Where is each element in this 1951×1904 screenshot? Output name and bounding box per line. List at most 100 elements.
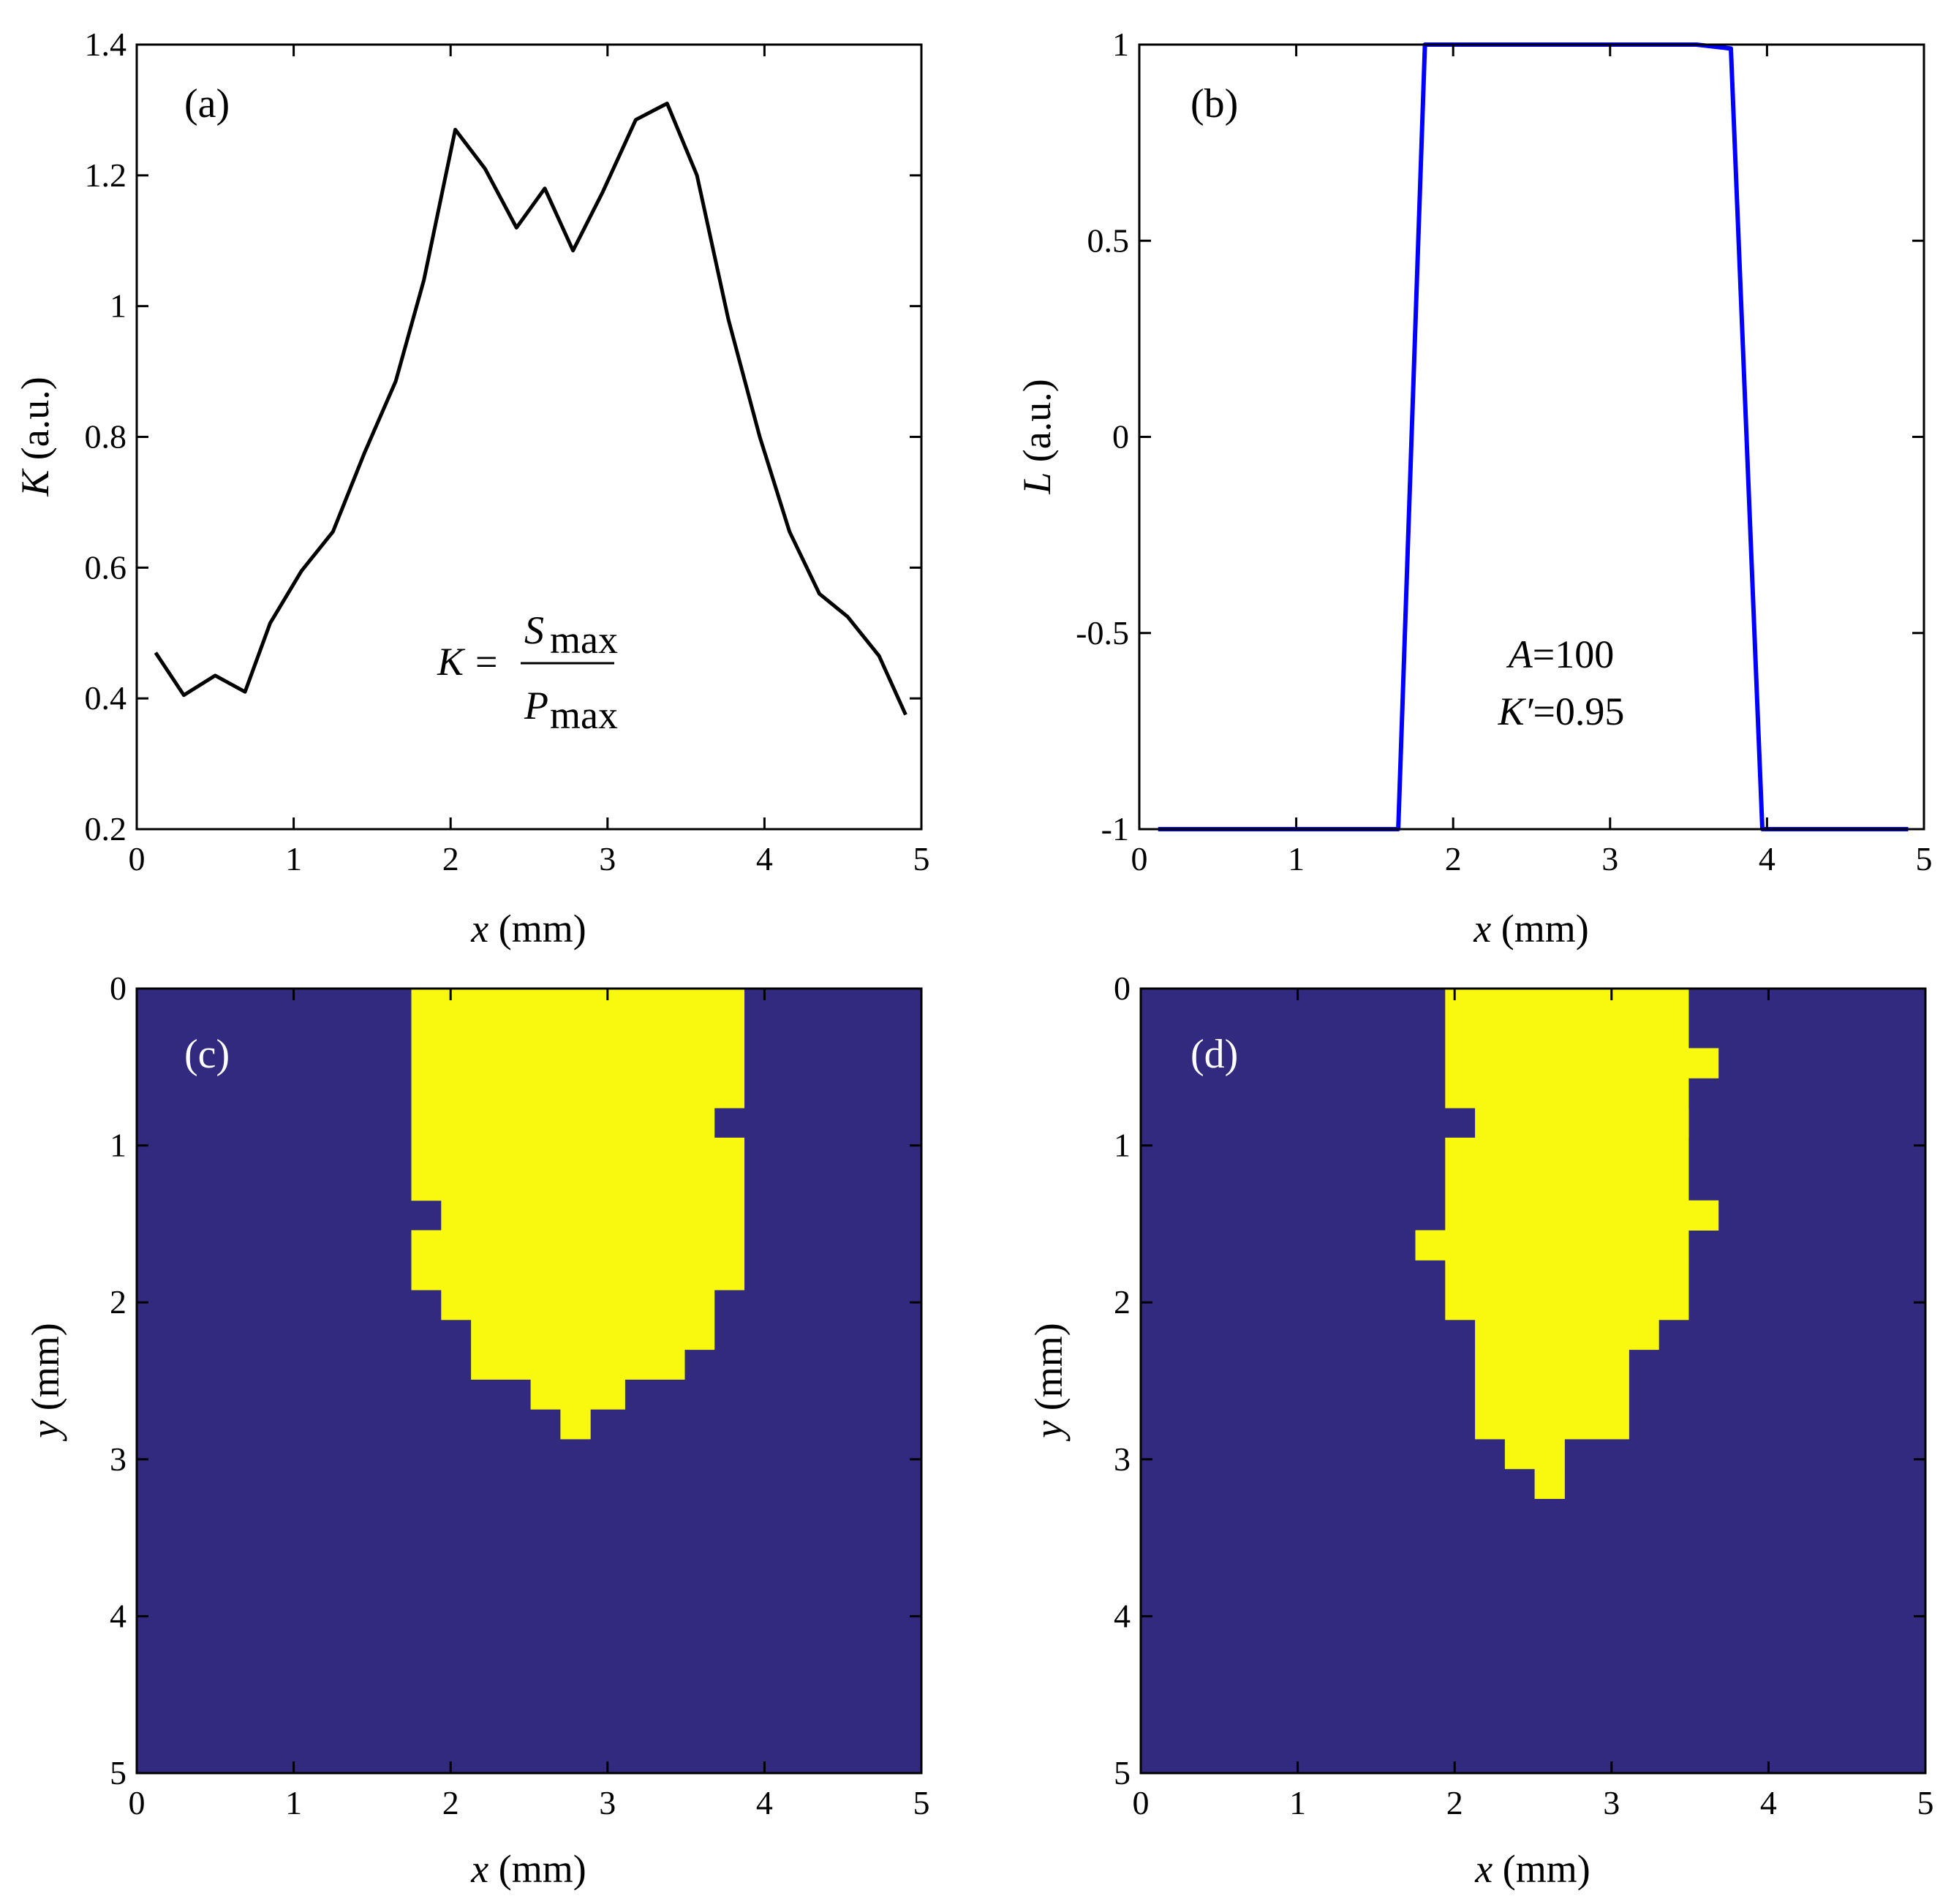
heatmap-cell-block bbox=[441, 1200, 744, 1231]
panel-a: 0 1 2 3 4 5 0.2 0.4 0.6 0.8 1 1.2 1.4 (a) K = S max … bbox=[13, 26, 930, 951]
annotation-a-line: A=100 bbox=[1506, 632, 1614, 676]
y-tick-label: 1 bbox=[1114, 1127, 1131, 1164]
formula-numerator-var: S bbox=[524, 608, 544, 652]
x-tick-label: 3 bbox=[1601, 840, 1618, 877]
panel-b-annotation: A=100 K′=0.95 bbox=[1498, 632, 1625, 733]
heatmap-cell-block bbox=[530, 1379, 625, 1410]
heatmap-cell-block bbox=[411, 989, 744, 1108]
panel-b-label: (b) bbox=[1190, 81, 1238, 126]
x-tick-label: 2 bbox=[1445, 840, 1462, 877]
y-tick-label: 5 bbox=[1114, 1754, 1131, 1791]
heatmap-cell-block bbox=[1445, 1078, 1689, 1108]
heatmap-cell-block bbox=[1445, 1200, 1719, 1231]
x-tick-label: 1 bbox=[285, 840, 302, 877]
x-tick-label: 5 bbox=[1917, 1784, 1934, 1821]
x-tick-label: 4 bbox=[1759, 840, 1775, 877]
panel-b-ticks: 0 1 2 3 4 5 -1 -0.5 0 0.5 1 bbox=[1076, 26, 1932, 877]
panel-d-label: (d) bbox=[1190, 1032, 1238, 1077]
formula-numerator-sub: max bbox=[550, 618, 618, 662]
x-tick-label: 0 bbox=[1131, 840, 1148, 877]
y-tick-label: 0.6 bbox=[85, 548, 127, 586]
x-tick-label: 0 bbox=[129, 840, 146, 877]
x-tick-label: 5 bbox=[913, 1784, 930, 1821]
y-tick-label: 2 bbox=[110, 1283, 127, 1321]
panel-a-x-axis-label: x (mm) bbox=[470, 907, 586, 951]
x-tick-label: 1 bbox=[285, 1784, 302, 1821]
y-tick-label: 1 bbox=[110, 287, 127, 325]
panel-b: 0 1 2 3 4 5 -1 -0.5 0 0.5 1 (b) A=100 K′=0.95 x (m… bbox=[1015, 26, 1933, 951]
y-tick-label: 1.4 bbox=[85, 26, 127, 63]
heatmap-cell-block bbox=[441, 1290, 715, 1321]
x-tick-label: 4 bbox=[756, 840, 773, 877]
heatmap-cell-block bbox=[471, 1319, 715, 1350]
panel-d-axes-frame bbox=[1139, 987, 1927, 1775]
panel-b-x-axis-label: x (mm) bbox=[1473, 907, 1588, 951]
x-tick-label: 2 bbox=[442, 840, 459, 877]
heatmap-cell-block bbox=[1504, 1438, 1565, 1470]
annotation-k-line: K′=0.95 bbox=[1498, 690, 1625, 733]
panel-d-plot-area bbox=[1141, 989, 1925, 1773]
formula-lhs: K bbox=[437, 640, 466, 684]
heatmap-cell-block bbox=[1445, 989, 1689, 1049]
heatmap-cell-block bbox=[1475, 1349, 1629, 1440]
heatmap-cell-block bbox=[1475, 1319, 1659, 1350]
panel-a-y-axis-label: K (a.u.) bbox=[13, 377, 57, 496]
panel-c-x-axis-label: x (mm) bbox=[470, 1847, 586, 1891]
x-tick-label: 3 bbox=[599, 840, 616, 877]
panel-d-x-axis-label: x (mm) bbox=[1474, 1847, 1590, 1891]
heatmap-cell-block bbox=[1475, 1108, 1689, 1138]
series-line-K bbox=[154, 102, 907, 716]
x-tick-label: 5 bbox=[1916, 840, 1933, 877]
y-tick-label: -0.5 bbox=[1076, 614, 1129, 651]
x-tick-label: 2 bbox=[1446, 1784, 1463, 1821]
y-tick-label: 4 bbox=[110, 1597, 127, 1634]
y-tick-label: -1 bbox=[1101, 810, 1129, 847]
y-tick-label: 2 bbox=[1114, 1283, 1131, 1321]
x-tick-label: 4 bbox=[1760, 1784, 1777, 1821]
heatmap-cell-block bbox=[1445, 1137, 1689, 1201]
formula-denominator-var: P bbox=[524, 684, 548, 728]
panel-a-formula: K = S max P max bbox=[437, 608, 618, 737]
x-tick-label: 2 bbox=[442, 1784, 459, 1821]
y-tick-label: 3 bbox=[1114, 1440, 1131, 1478]
y-tick-label: 0.4 bbox=[85, 679, 127, 717]
panel-a-label: (a) bbox=[184, 81, 230, 126]
x-tick-label: 3 bbox=[599, 1784, 616, 1821]
panel-c-y-axis-label: y (mm) bbox=[23, 1323, 67, 1441]
heatmap-cell-block bbox=[1415, 1230, 1689, 1261]
panel-a-plot-area bbox=[154, 102, 907, 716]
formula-denominator-sub: max bbox=[550, 693, 618, 737]
heatmap-cell-block bbox=[1534, 1468, 1565, 1499]
panel-b-y-axis-label: L (a.u.) bbox=[1015, 379, 1059, 494]
x-tick-label: 1 bbox=[1288, 840, 1305, 877]
y-tick-label: 1 bbox=[110, 1127, 127, 1164]
heatmap-cell-block bbox=[471, 1349, 685, 1380]
y-tick-label: 0 bbox=[1112, 418, 1129, 456]
panel-d-y-axis-label: y (mm) bbox=[1027, 1323, 1071, 1441]
y-tick-label: 0.8 bbox=[85, 418, 127, 456]
y-tick-label: 5 bbox=[110, 1754, 127, 1791]
panel-a-ticks: 0 1 2 3 4 5 0.2 0.4 0.6 0.8 1 1.2 1.4 bbox=[85, 26, 930, 877]
heatmap-cell-block bbox=[1445, 1260, 1689, 1321]
heatmap-cell-block bbox=[411, 1108, 715, 1138]
x-tick-label: 0 bbox=[129, 1784, 146, 1821]
x-tick-label: 4 bbox=[756, 1784, 773, 1821]
heatmap-cell-block bbox=[1445, 1048, 1719, 1078]
panel-c-axes-frame bbox=[135, 987, 923, 1775]
y-tick-label: 0 bbox=[110, 970, 127, 1007]
y-tick-label: 1 bbox=[1112, 26, 1129, 63]
formula-equals: = bbox=[475, 640, 497, 684]
y-tick-label: 1.2 bbox=[85, 156, 127, 194]
heatmap-cell-block bbox=[560, 1409, 591, 1440]
y-tick-label: 4 bbox=[1114, 1597, 1131, 1634]
heatmap-cell-block bbox=[411, 1230, 744, 1291]
y-tick-label: 0.5 bbox=[1087, 222, 1130, 259]
y-tick-label: 0.2 bbox=[85, 810, 127, 847]
y-tick-label: 0 bbox=[1114, 970, 1131, 1007]
x-tick-label: 0 bbox=[1133, 1784, 1150, 1821]
panel-c-label: (c) bbox=[184, 1032, 230, 1077]
